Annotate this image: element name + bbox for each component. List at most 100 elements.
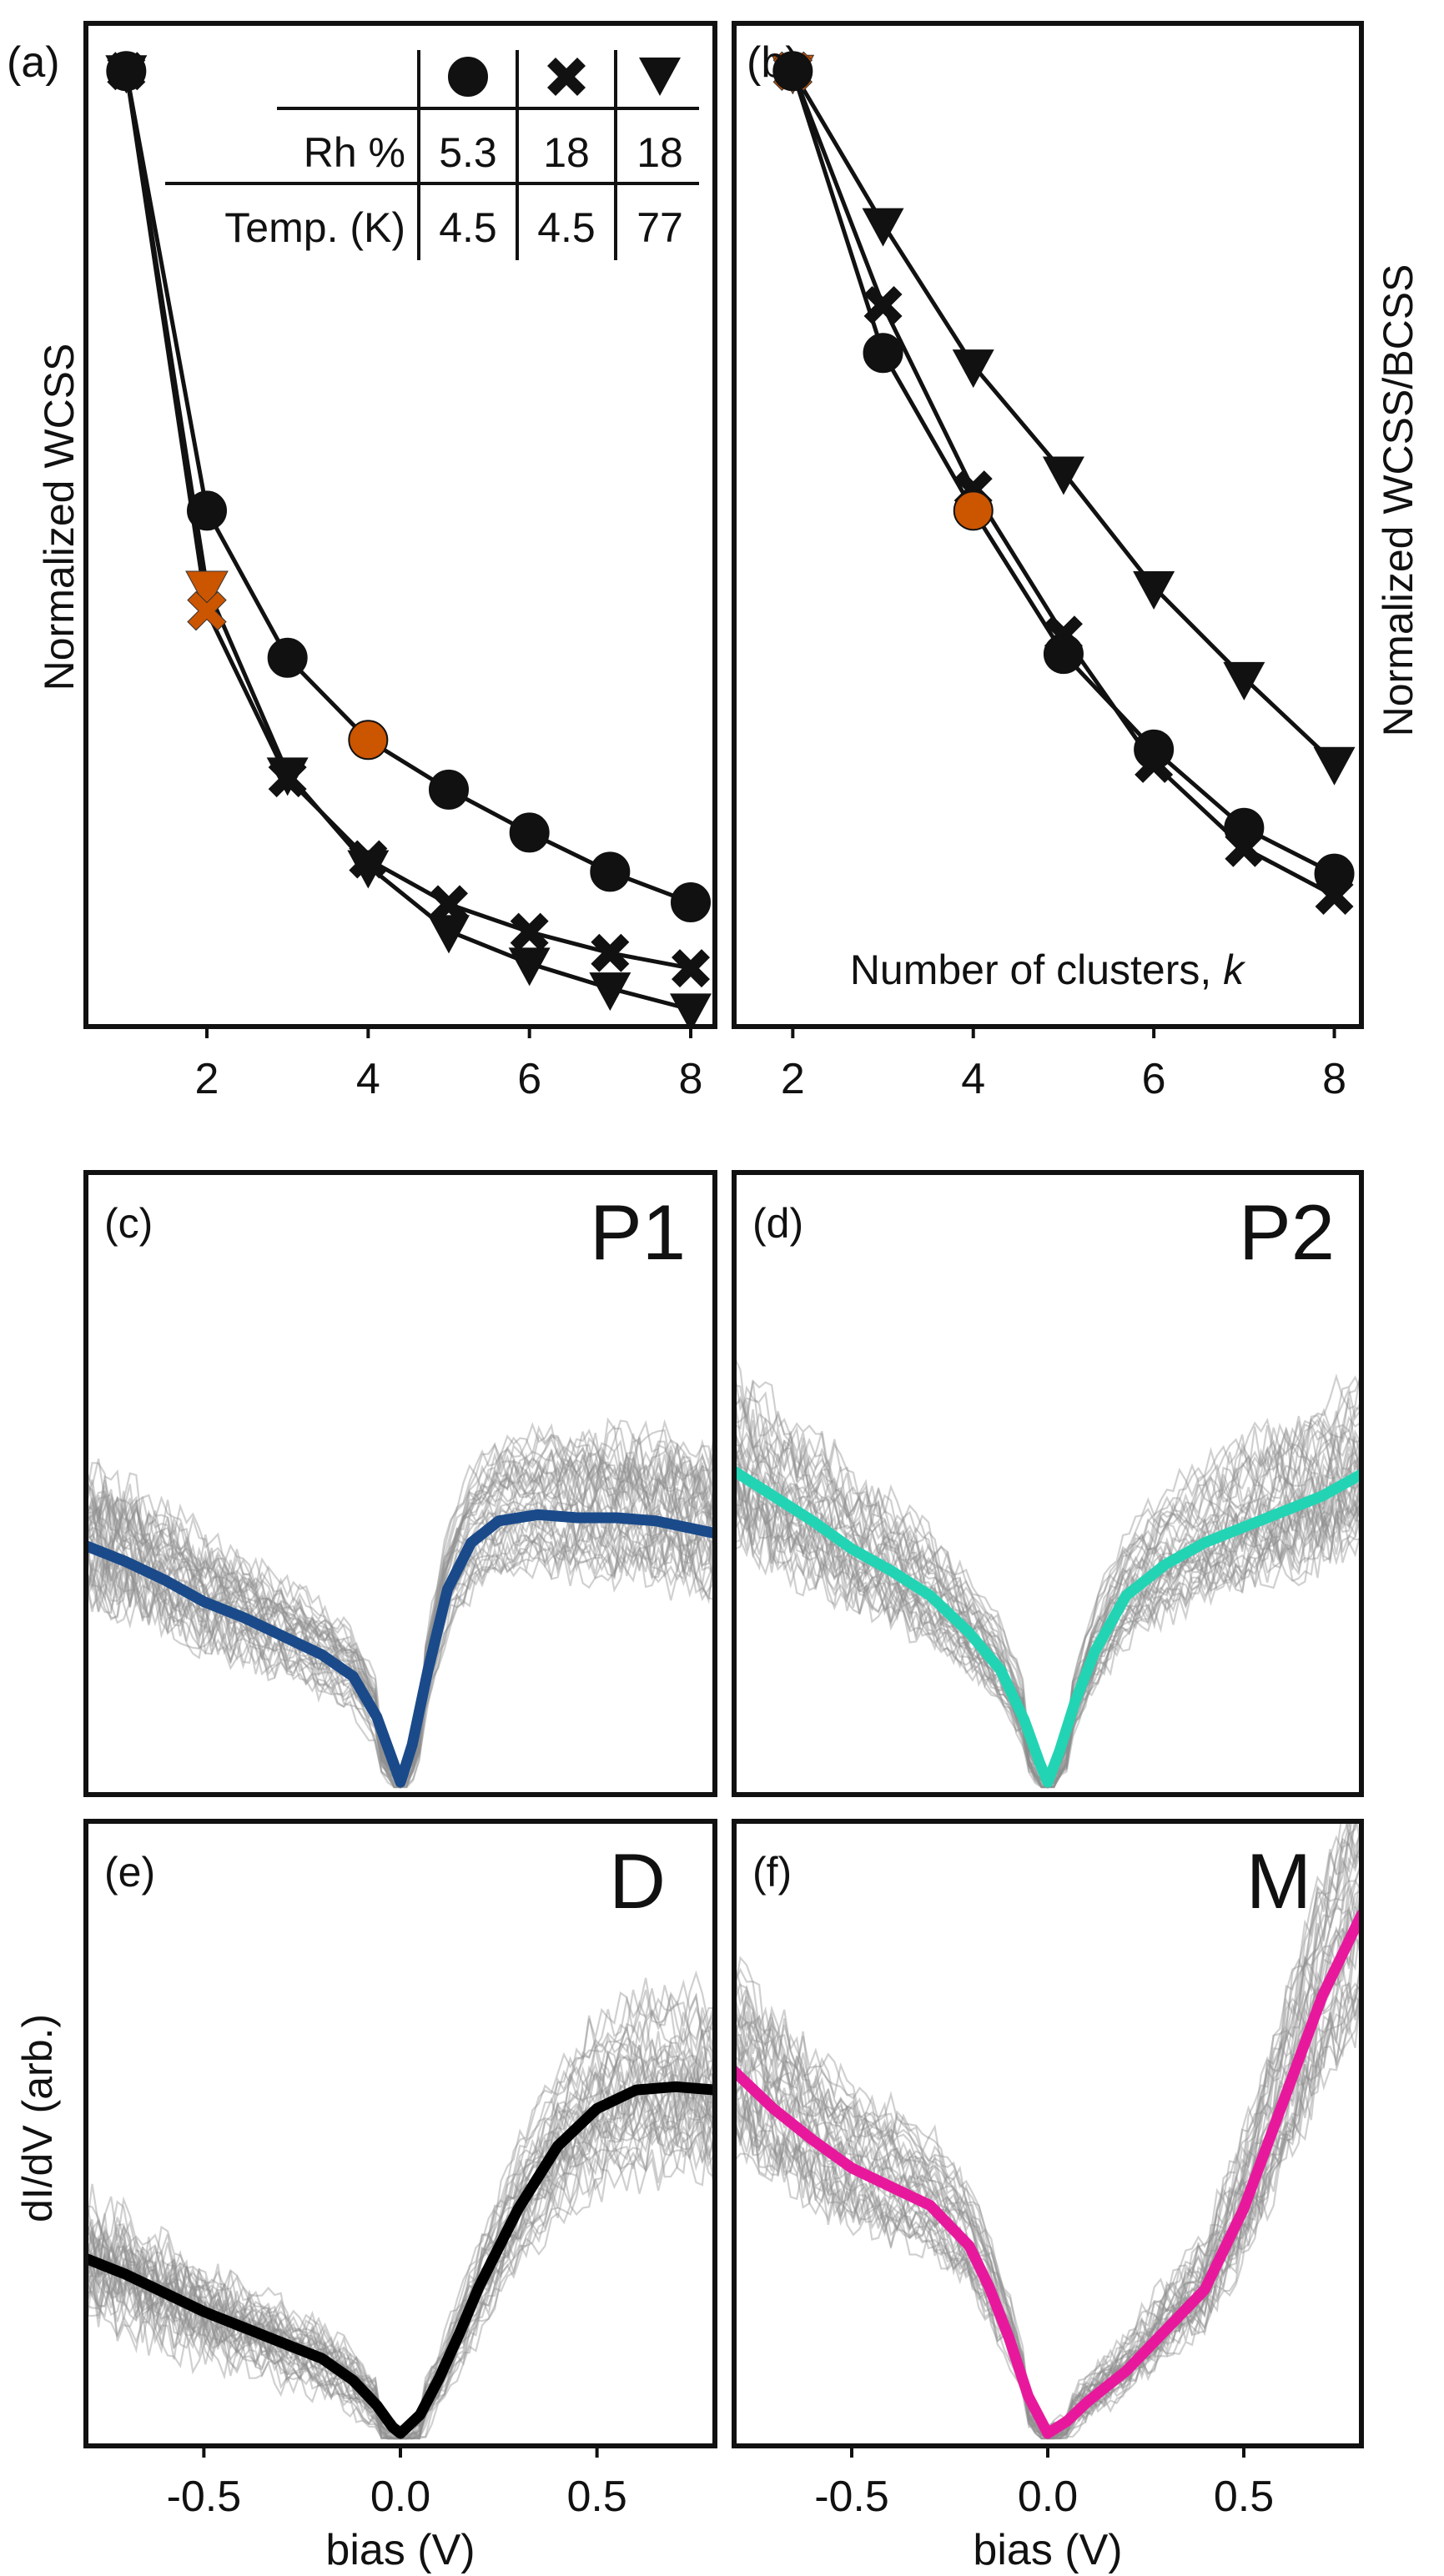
legend-row1-value-2: 18	[543, 129, 590, 176]
x-tick-label: -0.5	[167, 2473, 242, 2521]
legend-row2-value-1: 4.5	[439, 204, 497, 251]
spectrum-trace	[734, 1982, 1361, 2433]
data-point-circle-highlight	[348, 720, 389, 761]
data-point-triangle-down	[508, 947, 551, 987]
data-point-triangle-down	[347, 850, 390, 889]
mean-spectrum-line	[734, 1909, 1361, 2439]
legend-circle-icon	[448, 57, 488, 97]
legend-row1-value-3: 18	[636, 129, 683, 176]
panel-e-xlabel: bias (V)	[325, 2526, 475, 2574]
legend-row2-label: Temp. (K)	[224, 204, 405, 251]
x-tick-label: 2	[195, 1055, 219, 1103]
x-tick-label: 6	[517, 1055, 541, 1103]
panel-f-plot	[734, 1821, 1361, 2440]
panel-b-xlabel-var: k	[1223, 947, 1246, 993]
data-point-cross	[268, 759, 307, 798]
data-point-triangle-down	[1133, 570, 1175, 610]
series-line-cross	[123, 70, 692, 971]
panel-b-xlabel-text: Number of clusters,	[850, 947, 1223, 993]
data-point-cross	[510, 912, 549, 952]
spectrum-trace	[734, 1983, 1361, 2438]
panel-b-label: (b)	[747, 38, 800, 87]
panel-a-ylabel: Normalized WCSS	[36, 344, 83, 691]
data-point-cross	[349, 840, 388, 879]
x-tick-label: 8	[679, 1055, 703, 1103]
data-point-circle	[1043, 634, 1084, 675]
legend-table: Rh % 5.3 18 18 Temp. (K) 4.5 4.5 77	[165, 50, 699, 260]
panel-b-xlabel: Number of clusters, k	[850, 947, 1246, 993]
data-point-circle	[1134, 729, 1175, 770]
data-point-circle	[267, 637, 308, 678]
spectrum-trace	[734, 1982, 1361, 2439]
x-tick-label: 4	[961, 1055, 985, 1103]
legend-row2-value-2: 4.5	[537, 204, 596, 251]
panel-a-xticks: 2 4 6 8	[195, 1027, 703, 1103]
data-point-circle	[590, 851, 631, 892]
data-point-triangle-down	[862, 208, 904, 247]
panel-e: (e) D -0.5 0.0 0.5 bias (V)	[83, 1819, 717, 2574]
spectrum-trace	[734, 1981, 1361, 2440]
panel-d-frame	[732, 1170, 1364, 1797]
panel-a-plot	[105, 51, 712, 1027]
data-point-triangle-down	[952, 349, 994, 389]
panel-a-label: (a)	[7, 38, 60, 87]
panel-d-title: P2	[1239, 1188, 1335, 1276]
panel-a-frame	[83, 21, 717, 1029]
x-tick-label: 6	[1142, 1055, 1166, 1103]
data-point-circle	[863, 333, 903, 374]
panel-b-xticks: 2 4 6 8	[781, 1027, 1346, 1103]
panel-e-title: D	[609, 1837, 666, 1925]
panel-f-label: (f)	[752, 1849, 792, 1896]
bottom-ylabel: dI/dV (arb.)	[14, 2014, 61, 2222]
x-tick-label: 0.0	[370, 2473, 430, 2521]
panel-b-frame	[732, 21, 1364, 1029]
spectrum-trace	[86, 1500, 715, 1789]
x-tick-label: 0.0	[1018, 2473, 1078, 2521]
panel-b-plot	[771, 51, 1356, 916]
legend-circle-mark	[448, 57, 488, 97]
panel-d-label: (d)	[752, 1200, 803, 1247]
legend-row2-value-3: 77	[636, 204, 683, 251]
x-tick-label: 8	[1322, 1055, 1346, 1103]
spectrum-trace	[86, 2076, 715, 2440]
panel-c: (c) P1	[83, 1170, 717, 1797]
panel-c-plot	[86, 1417, 715, 1790]
data-point-cross	[430, 885, 468, 924]
data-point-circle	[1314, 853, 1355, 894]
mean-spectrum-line	[734, 1465, 1361, 1788]
x-tick-label: 2	[781, 1055, 805, 1103]
panel-a: 2 4 6 8 (a) Normalized WCSS Rh % 5.3 18 18 …	[7, 21, 717, 1103]
panel-c-title: P1	[590, 1188, 686, 1276]
legend-triangle-mark	[639, 58, 681, 96]
data-point-triangle-down	[1223, 661, 1265, 700]
data-point-triangle-down	[1313, 746, 1356, 786]
legend-cross-mark	[547, 58, 586, 96]
panel-f-xticks: -0.5 0.0 0.5	[814, 2446, 1274, 2521]
data-point-triangle-down	[1042, 456, 1084, 495]
data-point-circle-highlight	[953, 490, 994, 531]
data-point-triangle-down-highlight	[185, 570, 229, 611]
panel-d: (d) P2	[732, 1170, 1364, 1797]
panel-f-xlabel: bias (V)	[973, 2526, 1122, 2574]
x-tick-label: 0.5	[1214, 2473, 1274, 2521]
panel-f-title: M	[1246, 1837, 1311, 1925]
legend-row1-label: Rh %	[304, 129, 405, 176]
legend-cross-icon	[547, 58, 586, 96]
data-point-circle	[429, 769, 469, 810]
data-point-circle	[772, 51, 813, 92]
spectrum-trace	[86, 2030, 715, 2440]
spectrum-trace	[86, 1491, 715, 1788]
data-point-circle	[671, 882, 711, 923]
x-tick-label: 0.5	[566, 2473, 626, 2521]
spectrum-trace	[86, 2049, 715, 2440]
spectrum-trace	[86, 2078, 715, 2440]
data-point-cross	[672, 949, 710, 988]
panel-e-label: (e)	[104, 1849, 155, 1896]
x-tick-label: 4	[356, 1055, 380, 1103]
panel-c-label: (c)	[104, 1200, 153, 1247]
data-point-circle	[106, 51, 147, 92]
spectrum-trace	[734, 1983, 1361, 2436]
panel-d-plot	[734, 1356, 1361, 1790]
series-line-circle	[123, 70, 692, 905]
